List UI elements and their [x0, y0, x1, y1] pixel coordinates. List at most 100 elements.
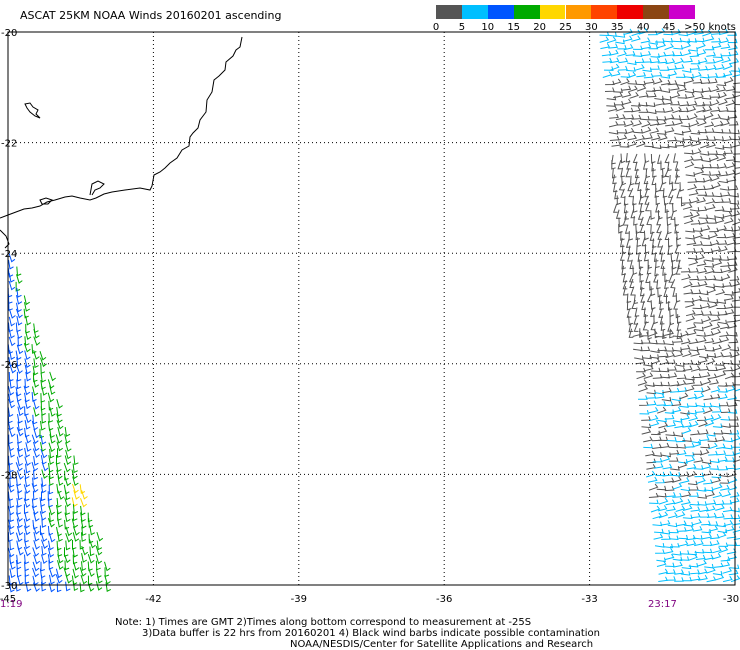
wind-barb: [641, 416, 651, 421]
wind-barb: [676, 237, 681, 248]
wind-barb: [685, 456, 696, 463]
wind-barb: [40, 372, 47, 383]
wind-barb: [41, 539, 49, 550]
wind-barb: [688, 189, 699, 196]
wind-barb: [15, 386, 22, 397]
wind-barb: [686, 323, 697, 330]
wind-barb: [727, 261, 738, 267]
wind-barb: [700, 225, 711, 232]
wind-barb: [693, 232, 704, 239]
wind-barb: [687, 480, 698, 486]
wind-barb: [71, 469, 78, 480]
wind-barb: [728, 44, 738, 51]
wind-barb: [680, 414, 690, 421]
wind-barb: [72, 547, 78, 558]
wind-barb: [15, 281, 21, 292]
wind-barb: [7, 407, 14, 418]
wind-barb: [722, 429, 733, 435]
wind-barb: [716, 364, 727, 371]
wind-barb: [7, 532, 13, 542]
wind-barb: [674, 130, 684, 136]
wind-barb: [626, 67, 636, 72]
wind-barb: [657, 492, 667, 498]
wind-barb: [698, 574, 708, 581]
wind-barb: [627, 252, 632, 262]
wind-barb: [622, 286, 628, 296]
wind-barb: [720, 273, 731, 281]
wind-barb: [624, 224, 630, 234]
wind-barb: [24, 413, 32, 424]
wind-barb: [639, 272, 644, 283]
wind-barb: [672, 556, 683, 562]
wind-barb: [648, 329, 658, 337]
wind-barb: [728, 50, 739, 57]
wind-barb: [48, 469, 54, 480]
wind-barb: [704, 35, 715, 42]
wind-barb: [714, 206, 725, 212]
wind-barb: [88, 538, 96, 549]
wind-barb: [712, 338, 723, 345]
wind-barb: [696, 487, 707, 492]
wind-barb: [709, 465, 720, 470]
wind-barb: [720, 115, 730, 121]
wind-barb: [7, 267, 14, 278]
wind-barb: [680, 344, 691, 351]
wind-barb: [708, 232, 718, 239]
wind-barb: [719, 37, 729, 44]
wind-barb: [641, 43, 652, 50]
wind-barb: [32, 525, 40, 535]
wind-barb: [104, 575, 111, 585]
wind-barb: [16, 344, 24, 355]
wind-barb: [654, 188, 660, 198]
wind-barb: [659, 315, 665, 325]
wind-barb: [716, 151, 727, 156]
wind-barb: [631, 106, 641, 113]
wind-barb: [643, 372, 654, 379]
wind-barb: [41, 461, 49, 472]
wind-barb: [679, 403, 689, 408]
map-frame: [7, 31, 736, 586]
wind-barb: [710, 174, 720, 182]
wind-barb: [670, 85, 680, 91]
wind-barb: [664, 553, 675, 561]
wind-barb: [31, 505, 39, 516]
wind-barb: [711, 170, 721, 176]
wind-barb: [624, 127, 635, 135]
wind-barb: [699, 135, 709, 141]
wind-barb: [722, 70, 733, 77]
wind-barb: [621, 91, 632, 98]
wind-barb: [660, 455, 671, 463]
wind-barb: [23, 385, 31, 396]
wind-barb: [682, 504, 693, 511]
wind-barb: [9, 309, 16, 319]
wind-barb: [706, 275, 717, 281]
wind-barb: [673, 497, 684, 505]
wind-barb: [708, 298, 719, 304]
wind-barb: [679, 477, 690, 484]
wind-barb: [688, 267, 699, 273]
wind-barb: [726, 239, 737, 246]
wind-barb: [7, 491, 14, 502]
wind-barb: [733, 306, 740, 308]
wind-barb: [674, 161, 680, 171]
wind-barb: [17, 490, 23, 501]
wind-barb: [699, 353, 709, 359]
wind-barb: [620, 188, 626, 198]
wind-barb: [659, 181, 664, 192]
wind-barb: [23, 342, 31, 353]
wind-barb: [700, 141, 710, 149]
wind-barb: [641, 120, 651, 128]
wind-barb: [706, 576, 717, 583]
wind-barb: [626, 308, 632, 318]
wind-barb: [660, 529, 671, 535]
wind-barb: [16, 427, 24, 437]
wind-barb: [65, 526, 73, 537]
wind-barb: [625, 168, 631, 178]
wind-barb: [642, 58, 652, 63]
wind-barb: [643, 436, 653, 443]
wind-barb: [730, 507, 740, 513]
wind-barb: [658, 511, 669, 519]
wind-barb: [681, 49, 692, 57]
wind-barb: [711, 182, 721, 189]
lon-tick-label: -36: [436, 594, 452, 605]
